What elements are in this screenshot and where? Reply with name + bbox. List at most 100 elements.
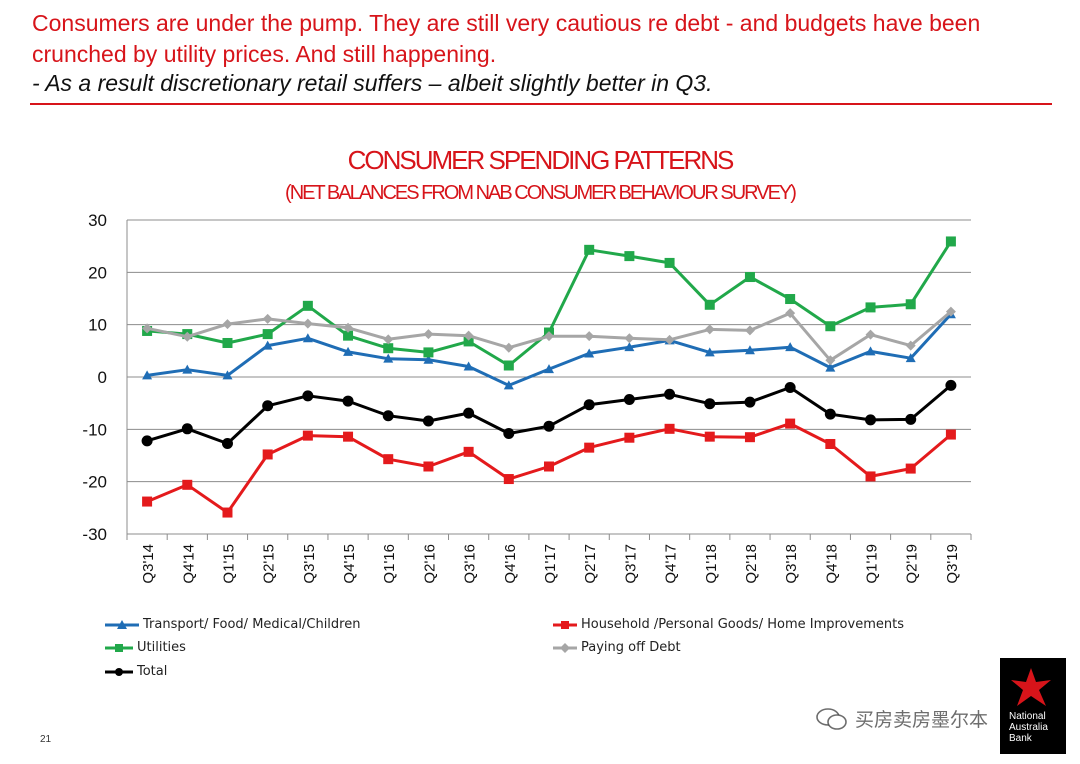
x-tick-label: Q4'14 xyxy=(180,544,197,584)
data-point xyxy=(383,454,394,465)
legend-label-household: Household /Personal Goods/ Home Improvem… xyxy=(581,617,904,632)
data-point xyxy=(463,446,474,457)
legend-swatch-total xyxy=(105,667,133,676)
star-icon xyxy=(1011,668,1051,706)
legend-item-total: Total xyxy=(105,664,167,679)
data-point xyxy=(704,299,715,310)
data-point xyxy=(463,336,474,347)
x-tick-label: Q3'18 xyxy=(783,544,800,584)
data-point xyxy=(222,337,233,348)
data-point xyxy=(584,442,595,453)
legend-swatch-transport xyxy=(105,619,139,629)
legend-label-utilities: Utilities xyxy=(137,640,186,655)
x-tick-label: Q3'17 xyxy=(622,544,639,584)
data-point xyxy=(584,331,595,342)
legend-label-total: Total xyxy=(137,664,168,679)
data-point xyxy=(945,236,956,247)
data-point xyxy=(302,390,314,402)
data-point xyxy=(382,410,394,422)
data-point xyxy=(825,321,836,332)
y-tick-label: 20 xyxy=(88,263,107,282)
x-tick-label: Q3'16 xyxy=(462,544,479,584)
data-point xyxy=(423,354,434,364)
data-point xyxy=(503,474,514,485)
data-point xyxy=(744,325,755,336)
data-point xyxy=(584,244,595,255)
legend-item-debt: Paying off Debt xyxy=(553,640,681,655)
x-tick-label: Q2'16 xyxy=(421,544,438,584)
data-point xyxy=(222,319,233,330)
wechat-icon xyxy=(816,707,847,730)
legend-label-debt: Paying off Debt xyxy=(581,640,681,655)
data-point xyxy=(141,435,153,447)
data-point xyxy=(182,331,193,342)
data-point xyxy=(623,394,635,406)
data-point xyxy=(664,334,675,345)
data-point xyxy=(584,348,595,358)
y-tick-label: -10 xyxy=(82,420,107,439)
x-tick-label: Q2'18 xyxy=(743,544,760,584)
x-tick-label: Q3'19 xyxy=(944,544,961,584)
data-point xyxy=(744,432,755,443)
logo-line-2: Australia xyxy=(1009,722,1048,733)
slide-subline: - As a result discretionary retail suffe… xyxy=(32,70,713,96)
data-point xyxy=(222,370,233,380)
data-point xyxy=(422,415,434,427)
data-point xyxy=(503,428,515,440)
slide-headline: Consumers are under the pump. They are s… xyxy=(32,10,981,67)
data-point xyxy=(744,272,755,283)
data-point xyxy=(825,355,836,366)
data-point xyxy=(744,345,755,355)
data-point xyxy=(142,496,153,507)
logo-line-3: Bank xyxy=(1009,733,1032,744)
data-point xyxy=(262,340,273,350)
data-point xyxy=(343,330,354,341)
data-point xyxy=(825,438,836,449)
data-point xyxy=(865,414,877,426)
data-point xyxy=(785,418,796,429)
data-point xyxy=(262,449,273,460)
watermark: 买房卖房墨尔本 xyxy=(815,705,988,732)
data-point xyxy=(302,300,313,311)
data-point xyxy=(544,364,554,374)
data-point xyxy=(503,342,514,353)
data-point xyxy=(463,330,474,341)
data-point xyxy=(704,324,715,335)
x-tick-label: Q1'19 xyxy=(864,544,881,584)
x-tick-label: Q3'14 xyxy=(140,544,157,584)
data-point xyxy=(383,343,394,354)
legend-item-transport: Transport/ Food/ Medical/Children xyxy=(105,617,360,632)
legend-item-utilities: Utilities xyxy=(105,640,186,655)
data-point xyxy=(704,398,716,410)
data-point xyxy=(624,333,635,344)
data-point xyxy=(865,302,876,313)
legend-item-household: Household /Personal Goods/ Home Improvem… xyxy=(553,617,904,632)
data-point xyxy=(704,347,715,357)
data-point xyxy=(262,329,273,340)
data-point xyxy=(945,429,956,440)
data-point xyxy=(343,431,354,442)
data-point xyxy=(785,342,796,352)
watermark-text: 买房卖房墨尔本 xyxy=(855,709,989,731)
data-point xyxy=(624,251,635,262)
data-point xyxy=(342,395,354,407)
nab-logo-text: National Australia Bank xyxy=(1009,711,1048,744)
chart-subtitle: (NET BALANCES FROM NAB CONSUMER BEHAVIOU… xyxy=(285,182,797,204)
chart-title: CONSUMER SPENDING PATTERNS xyxy=(347,145,735,175)
data-point xyxy=(423,329,434,340)
data-point xyxy=(262,313,273,324)
data-point xyxy=(302,430,313,441)
y-tick-label: 30 xyxy=(88,211,107,230)
data-point xyxy=(544,461,554,472)
data-point xyxy=(945,306,956,317)
x-tick-label: Q4'18 xyxy=(823,544,840,584)
data-point xyxy=(865,471,876,482)
x-tick-label: Q4'16 xyxy=(502,544,519,584)
x-tick-label: Q2'15 xyxy=(261,544,278,584)
x-tick-label: Q1'17 xyxy=(542,544,559,584)
x-tick-label: Q4'15 xyxy=(341,544,358,584)
page-number: 21 xyxy=(40,734,52,745)
data-point xyxy=(302,333,313,343)
data-point xyxy=(343,322,354,333)
data-point xyxy=(825,362,836,372)
